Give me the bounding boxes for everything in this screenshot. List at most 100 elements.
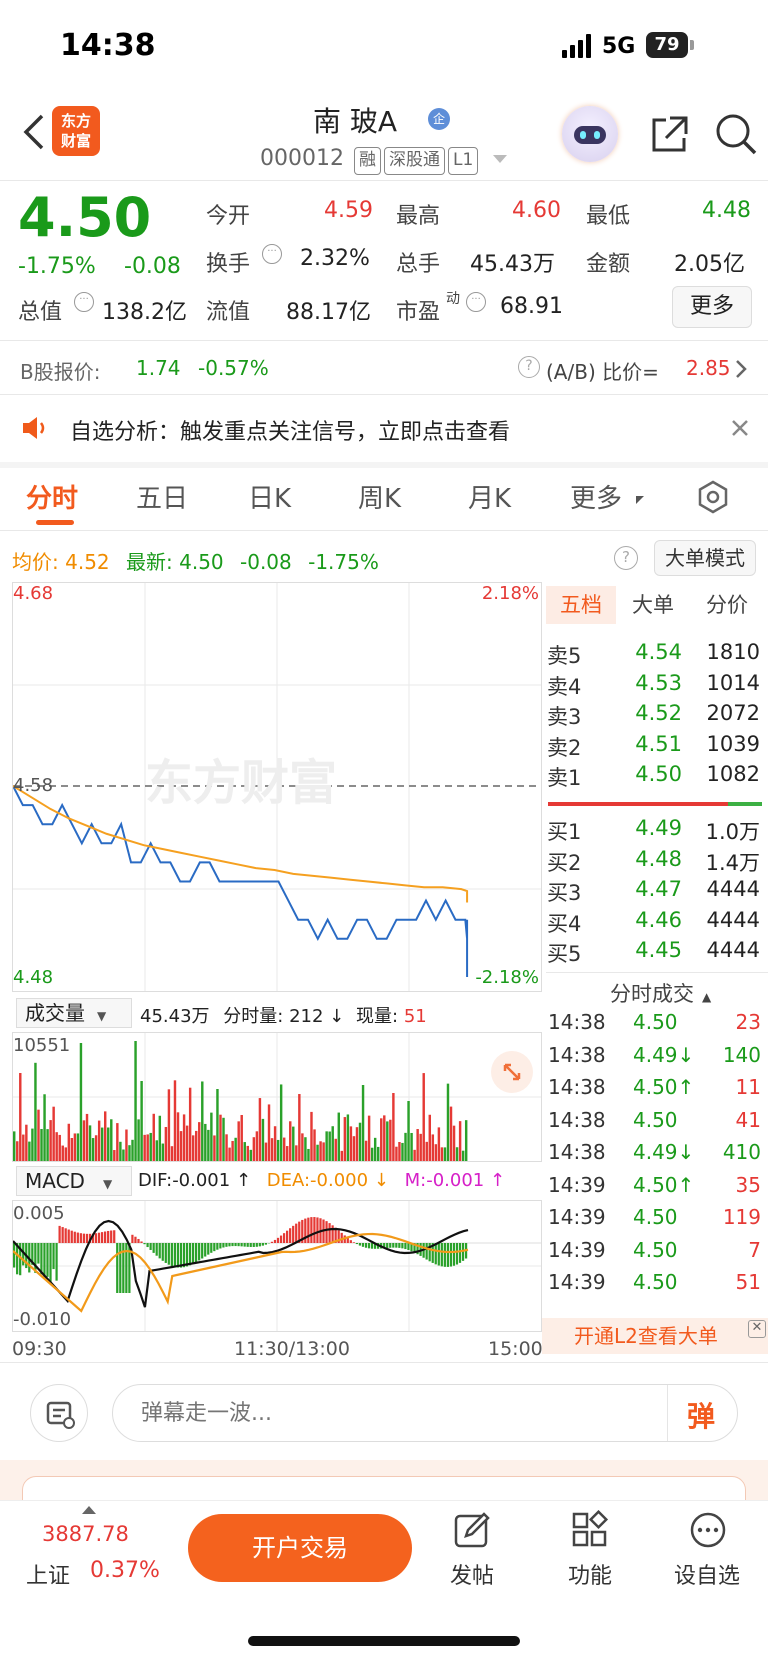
l2-banner[interactable]: 开通L2查看大单 [542,1318,768,1354]
tab-five-levels[interactable]: 五档 [546,586,616,624]
volume-bar [207,1129,210,1161]
trade-row[interactable]: 14:38 4.50 41 [548,1108,763,1138]
macd-bar [395,1243,398,1248]
danmaku-send-icon[interactable]: 弹 [687,1400,716,1433]
macd-bar [461,1243,465,1261]
sell-row[interactable]: 卖5 4.54 1810 [547,640,762,670]
tab-five-day[interactable]: 五日 [136,484,189,514]
macd-bar [398,1243,401,1248]
bshare-price: 1.74 [136,356,181,380]
buy-row[interactable]: 买5 4.45 4444 [547,938,762,968]
search-icon[interactable] [714,112,758,160]
function-label[interactable]: 功能 [568,1564,613,1589]
trade-row[interactable]: 14:39 4.50↑ 35 [548,1173,763,1203]
post-label[interactable]: 发帖 [450,1564,495,1589]
comment-input[interactable]: 弹 [112,1384,738,1442]
macd-bar [161,1243,164,1261]
function-icon[interactable] [570,1509,610,1554]
macd-m: M:-0.001 [404,1170,485,1191]
index-value[interactable]: 3887.78 [42,1522,129,1546]
tab-big-order[interactable]: 大单 [632,593,674,617]
close-icon[interactable] [730,418,750,442]
settings-icon[interactable] [696,480,730,518]
trade-volume: 11 [735,1075,761,1099]
tab-monthly-k[interactable]: 月K [468,484,512,514]
trade-volume: 41 [735,1107,761,1132]
tab-more[interactable]: 更多 [570,484,623,514]
volume-bar [395,1146,398,1161]
trade-row[interactable]: 14:39 4.50 119 [548,1205,763,1235]
trade-row[interactable]: 14:39 4.50 7 [548,1238,763,1268]
macd-bar [383,1243,386,1249]
macd-bar [416,1243,419,1255]
sell-row[interactable]: 卖1 4.50 1082 [547,762,762,792]
tab-daily-k[interactable]: 日K [248,484,292,514]
volume-bar [61,1145,64,1161]
caret-icon: ▼ [102,1177,113,1191]
sell-row[interactable]: 卖4 4.53 1014 [547,671,762,701]
buy-row[interactable]: 买4 4.46 4444 [547,908,762,938]
comment-input-field[interactable] [141,1397,641,1429]
info-icon[interactable]: ··· [74,292,94,312]
trades-title[interactable]: 分时成交 ▲ [610,982,712,1006]
sell-row[interactable]: 卖2 4.51 1039 [547,732,762,762]
index-name[interactable]: 上证 [26,1564,71,1589]
buy-row[interactable]: 买3 4.47 4444 [547,877,762,907]
chevron-down-icon[interactable] [493,155,508,163]
post-icon[interactable] [452,1510,492,1554]
comment-list-icon[interactable] [30,1384,88,1442]
tab-price-dist[interactable]: 分价 [706,593,748,617]
back-icon[interactable] [20,112,50,152]
more-button[interactable]: 更多 [672,286,752,328]
latest-label: 最新: [126,550,173,574]
volume-bar [107,1127,110,1161]
index-pct[interactable]: 0.37% [90,1558,160,1583]
buy-row[interactable]: 买1 4.49 1.0万 [547,816,762,846]
volume-bar [140,1081,143,1161]
volume-bar [161,1143,165,1161]
chevron-right-icon[interactable] [734,358,748,384]
expand-icon[interactable] [491,1051,533,1093]
help-icon[interactable]: ? [518,356,540,378]
share-icon[interactable] [648,114,690,160]
sell-row[interactable]: 卖3 4.52 2072 [547,701,762,731]
help-icon[interactable]: ? [614,546,638,570]
volume-chart[interactable]: 10551 [12,1032,542,1162]
volume-bar [389,1119,392,1161]
trade-time: 14:39 [548,1205,606,1229]
trade-row[interactable]: 14:38 4.49↓ 140 [548,1043,763,1073]
volume-bar [377,1146,380,1161]
price-chart[interactable]: 东方财富 4.68 2.18% 4.58 4.48 -2.18% [12,582,542,992]
big-order-mode-button[interactable]: 大单模式 [654,540,756,576]
info-icon[interactable]: ··· [466,292,486,312]
watchlist-icon[interactable] [688,1510,728,1554]
macd-bar [289,1228,292,1243]
trade-row[interactable]: 14:38 4.49↓ 410 [548,1140,763,1170]
status-time: 14:38 [60,28,156,63]
volume-bar [292,1126,295,1161]
level-volume: 1.4万 [705,850,760,875]
tab-weekly-k[interactable]: 周K [358,484,402,514]
macd-bar [364,1243,368,1248]
trade-button[interactable]: 开户交易 [188,1514,412,1582]
trade-row[interactable]: 14:38 4.50 23 [548,1010,763,1040]
app-logo[interactable]: 东方财富 [52,106,100,156]
volume-selector[interactable]: 成交量 ▼ [16,998,132,1028]
macd-chart[interactable]: 0.005 -0.010 [12,1200,542,1332]
trade-row[interactable]: 14:39 4.50 51 [548,1270,763,1300]
macd-bar [225,1243,228,1247]
trade-row[interactable]: 14:38 4.50↑ 11 [548,1075,763,1105]
close-icon[interactable]: ✕ [748,1320,766,1338]
buy-row[interactable]: 买2 4.48 1.4万 [547,847,762,877]
tab-intraday[interactable]: 分时 [26,484,79,514]
watchlist-label[interactable]: 设自选 [674,1564,741,1589]
macd-bar [234,1243,237,1247]
volume-bar [322,1142,325,1161]
info-icon[interactable]: ··· [262,244,282,264]
notice-text[interactable]: 自选分析：触发重点关注信号，立即点击查看 [70,420,511,445]
robot-assistant-icon[interactable] [562,106,618,162]
macd-bar [176,1243,180,1268]
macd-selector[interactable]: MACD ▼ [16,1166,132,1196]
macd-bar [407,1243,410,1251]
volume-bar [298,1094,301,1161]
